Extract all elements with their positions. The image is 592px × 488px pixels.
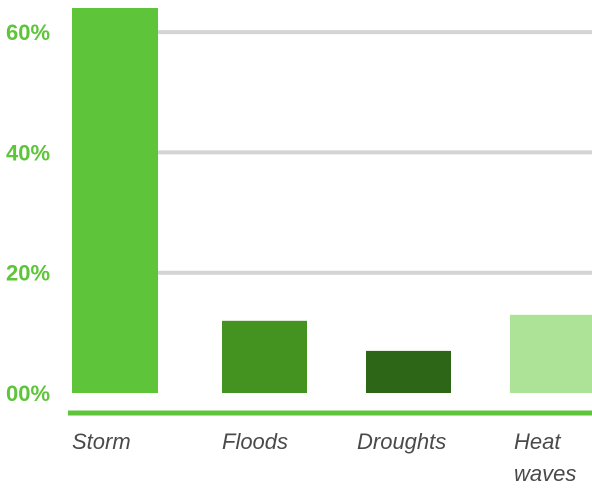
x-tick-label-floods: Floods	[222, 429, 288, 454]
x-tick-label-heat-waves: Heat waves	[514, 429, 576, 486]
x-tick-label-storm: Storm	[72, 429, 131, 454]
y-tick-label-0: 00%	[6, 381, 50, 406]
grid-lines	[72, 30, 592, 275]
bars	[72, 8, 592, 393]
x-tick-label-droughts: Droughts	[357, 429, 446, 454]
y-tick-label-60: 60%	[6, 20, 50, 45]
y-tick-label-20: 20%	[6, 261, 50, 286]
y-tick-labels: 00% 20% 40% 60%	[6, 20, 50, 406]
bar-droughts	[366, 350, 451, 393]
y-tick-label-40: 40%	[6, 140, 50, 165]
bar-floods	[222, 320, 307, 393]
bar-storm	[72, 8, 158, 393]
x-tick-labels: Storm Floods Droughts Heat waves	[72, 429, 576, 486]
bar-heat-waves	[510, 314, 592, 393]
